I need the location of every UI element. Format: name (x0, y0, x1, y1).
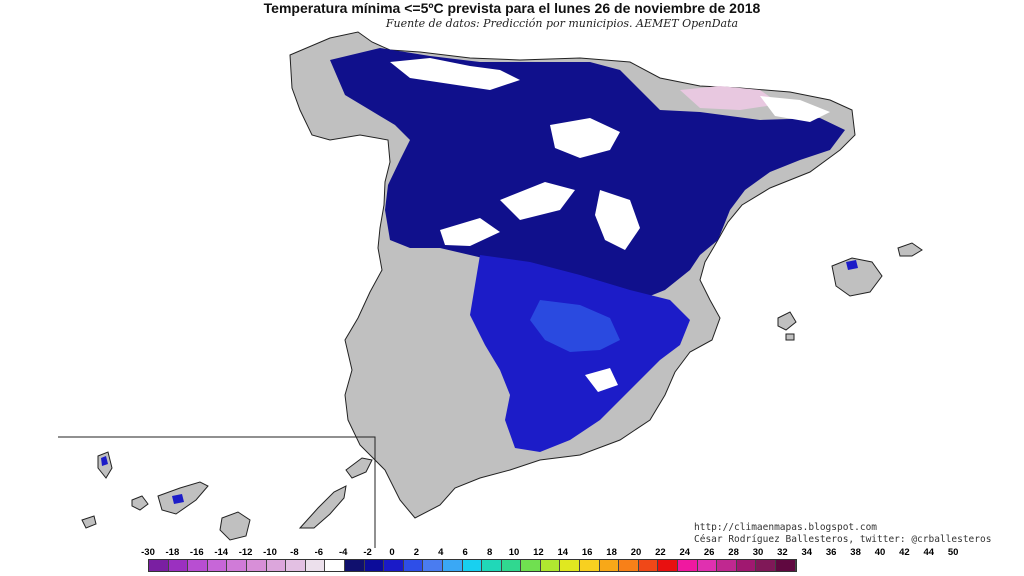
legend-tick-label: 24 (680, 547, 691, 558)
legend-tick-label: 20 (631, 547, 642, 558)
legend-swatch (463, 560, 483, 571)
legend-swatch (149, 560, 169, 571)
color-legend (148, 559, 797, 572)
legend-swatch (737, 560, 757, 571)
legend-swatch (600, 560, 620, 571)
legend-swatch (717, 560, 737, 571)
island-menorca (898, 243, 922, 256)
legend-swatch (384, 560, 404, 571)
legend-swatch (776, 560, 796, 571)
legend-tick-label: 8 (487, 547, 492, 558)
legend-swatch (502, 560, 522, 571)
island-lanzarote (346, 458, 372, 478)
legend-tick-label: -30 (141, 547, 155, 558)
legend-swatch (365, 560, 385, 571)
legend-swatch (639, 560, 659, 571)
legend-tick-label: 16 (582, 547, 593, 558)
legend-swatch (560, 560, 580, 571)
legend-tick-label: -18 (166, 547, 180, 558)
legend-tick-label: -14 (214, 547, 228, 558)
legend-tick-label: 10 (509, 547, 520, 558)
legend-tick-label: 50 (948, 547, 959, 558)
legend-tick-label: 14 (558, 547, 569, 558)
legend-tick-label: -2 (363, 547, 371, 558)
legend-tick-label: 6 (463, 547, 468, 558)
legend-swatch (443, 560, 463, 571)
legend-swatch (541, 560, 561, 571)
credits: http://climaenmapas.blogspot.com César R… (694, 522, 991, 546)
legend-tick-label: -16 (190, 547, 204, 558)
legend-tick-label: 36 (826, 547, 837, 558)
legend-tick-label: -8 (290, 547, 298, 558)
island-la-gomera (132, 496, 148, 510)
legend-tick-label: 44 (924, 547, 935, 558)
island-el-hierro (82, 516, 96, 528)
legend-tick-label: 32 (777, 547, 788, 558)
legend-tick-label: 40 (875, 547, 886, 558)
legend-tick-label: 4 (438, 547, 443, 558)
legend-swatch (247, 560, 267, 571)
legend-swatch (267, 560, 287, 571)
legend-tick-label: 42 (899, 547, 910, 558)
legend-swatch (188, 560, 208, 571)
legend-swatch (521, 560, 541, 571)
legend-tick-label: 2 (414, 547, 419, 558)
legend-swatch (345, 560, 365, 571)
legend-swatch (619, 560, 639, 571)
credits-author: César Rodríguez Ballesteros, twitter: @c… (694, 534, 991, 546)
legend-tick-label: 18 (606, 547, 617, 558)
legend-labels: -30 -18 -16 -14 -12 -10 -8 -6 -4 -2 0 2 4 6 8 10 12 14 16 1… (140, 547, 960, 559)
legend-swatch (169, 560, 189, 571)
legend-swatch (227, 560, 247, 571)
legend-tick-label: -6 (315, 547, 323, 558)
legend-swatch (698, 560, 718, 571)
legend-tick-label: 22 (655, 547, 666, 558)
legend-swatch (482, 560, 502, 571)
legend-tick-label: 38 (850, 547, 861, 558)
legend-swatch (580, 560, 600, 571)
legend-swatch (423, 560, 443, 571)
legend-tick-label: 30 (753, 547, 764, 558)
legend-swatch (325, 560, 345, 571)
legend-tick-label: 26 (704, 547, 715, 558)
legend-tick-label: 0 (389, 547, 394, 558)
legend-swatch (658, 560, 678, 571)
island-mallorca (832, 258, 882, 296)
legend-tick-label: -4 (339, 547, 347, 558)
legend-swatch (678, 560, 698, 571)
legend-swatch (306, 560, 326, 571)
island-gran-canaria (220, 512, 250, 540)
legend-swatch (286, 560, 306, 571)
credits-url[interactable]: http://climaenmapas.blogspot.com (694, 522, 991, 534)
legend-tick-label: -10 (263, 547, 277, 558)
legend-swatch (756, 560, 776, 571)
legend-tick-label: 34 (802, 547, 813, 558)
legend-tick-label: 12 (533, 547, 544, 558)
legend-tick-label: -12 (239, 547, 253, 558)
island-formentera (786, 334, 794, 340)
island-ibiza (778, 312, 796, 330)
island-fuerteventura (300, 486, 346, 528)
legend-swatch (404, 560, 424, 571)
legend-tick-label: 28 (728, 547, 739, 558)
legend-swatch (208, 560, 228, 571)
